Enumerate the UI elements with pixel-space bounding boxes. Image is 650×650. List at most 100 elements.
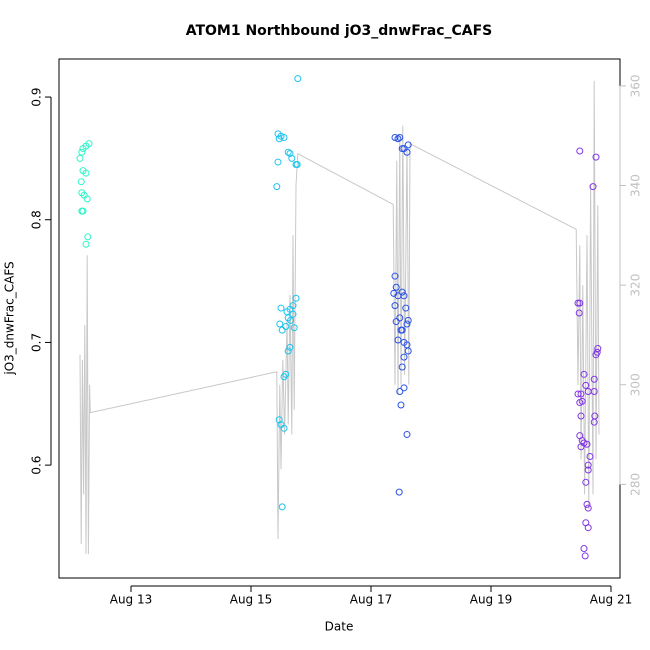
- data-point: [273, 183, 281, 191]
- y2-tick-label: 300: [629, 373, 643, 396]
- x-tick-label: Aug 15: [230, 593, 273, 607]
- data-point: [289, 310, 297, 318]
- y2-tick-label: 340: [629, 174, 643, 197]
- data-point: [576, 399, 584, 407]
- chart-title: ATOM1 Northbound jO3_dnwFrac_CAFS: [186, 23, 493, 39]
- y-tick-label: 0.7: [30, 333, 44, 352]
- data-point: [85, 140, 93, 148]
- data-point: [276, 320, 284, 328]
- data-point: [284, 148, 292, 156]
- data-point: [403, 148, 411, 156]
- y2-tick-label: 280: [629, 473, 643, 496]
- data-point: [392, 283, 400, 291]
- data-point: [403, 430, 411, 438]
- data-point: [289, 302, 297, 310]
- data-point: [78, 189, 86, 197]
- y-tick-label: 0.8: [30, 210, 44, 229]
- data-point: [82, 169, 90, 177]
- data-point: [292, 294, 300, 302]
- x-tick-label: Aug 13: [110, 593, 153, 607]
- data-point: [591, 412, 599, 420]
- data-point: [397, 401, 405, 409]
- data-point: [288, 154, 296, 162]
- data-point: [576, 299, 584, 307]
- data-point: [577, 390, 585, 398]
- y-axis-title: jO3_dnwFrac_CAFS: [3, 261, 17, 375]
- data-point: [83, 195, 91, 203]
- data-point: [76, 154, 84, 162]
- data-point: [403, 320, 411, 328]
- data-point: [278, 326, 286, 334]
- data-point: [574, 390, 582, 398]
- data-point: [394, 135, 402, 143]
- data-point: [82, 240, 90, 248]
- data-line: [79, 80, 600, 555]
- data-point: [590, 388, 598, 396]
- data-point: [583, 500, 591, 508]
- data-point: [284, 347, 292, 355]
- data-point: [280, 134, 288, 142]
- x-tick-label: Aug 19: [470, 593, 513, 607]
- data-point: [575, 309, 583, 317]
- data-point: [286, 343, 294, 351]
- data-point: [580, 545, 588, 553]
- data-point: [287, 316, 295, 324]
- data-point: [584, 524, 592, 532]
- data-point: [584, 466, 592, 474]
- data-point: [583, 440, 591, 448]
- data-point: [582, 478, 590, 486]
- data-point: [275, 416, 283, 424]
- data-point: [391, 302, 399, 310]
- data-point: [584, 461, 592, 469]
- y2-tick-label: 320: [629, 274, 643, 297]
- data-point: [584, 504, 592, 512]
- y-tick-label: 0.9: [30, 87, 44, 106]
- data-point: [84, 233, 92, 241]
- data-point: [577, 412, 585, 420]
- data-point: [282, 322, 290, 330]
- data-point: [590, 375, 598, 383]
- data-point: [398, 363, 406, 371]
- data-point: [280, 424, 288, 432]
- data-point: [294, 75, 302, 83]
- data-point: [394, 336, 402, 344]
- data-point: [404, 141, 412, 149]
- data-point: [398, 326, 406, 334]
- x-axis-title: Date: [325, 620, 354, 634]
- data-point: [400, 292, 408, 300]
- data-point: [400, 353, 408, 361]
- data-point: [278, 503, 286, 511]
- data-point: [396, 388, 404, 396]
- data-point: [404, 316, 412, 324]
- data-point: [395, 488, 403, 496]
- data-point: [290, 324, 298, 332]
- data-point: [293, 161, 301, 169]
- data-point: [589, 183, 597, 191]
- data-point: [79, 207, 87, 215]
- x-tick-label: Aug 17: [350, 593, 393, 607]
- data-point: [398, 288, 406, 296]
- data-point: [284, 314, 292, 322]
- data-point: [592, 153, 600, 161]
- data-point: [581, 552, 589, 560]
- data-point: [274, 158, 282, 166]
- data-point: [400, 384, 408, 392]
- data-point: [286, 149, 294, 157]
- data-point: [593, 348, 601, 356]
- data-point: [594, 345, 602, 353]
- data-point: [576, 147, 584, 155]
- data-point: [396, 134, 404, 142]
- data-point: [396, 314, 404, 322]
- data-point: [392, 318, 400, 326]
- y2-tick-label: 360: [629, 74, 643, 97]
- data-point: [77, 178, 85, 186]
- y-tick-label: 0.6: [30, 456, 44, 475]
- data-point: [404, 347, 412, 355]
- data-point: [586, 453, 594, 461]
- data-point: [580, 370, 588, 378]
- data-point: [391, 272, 399, 280]
- data-point: [282, 370, 290, 378]
- data-point: [582, 381, 590, 389]
